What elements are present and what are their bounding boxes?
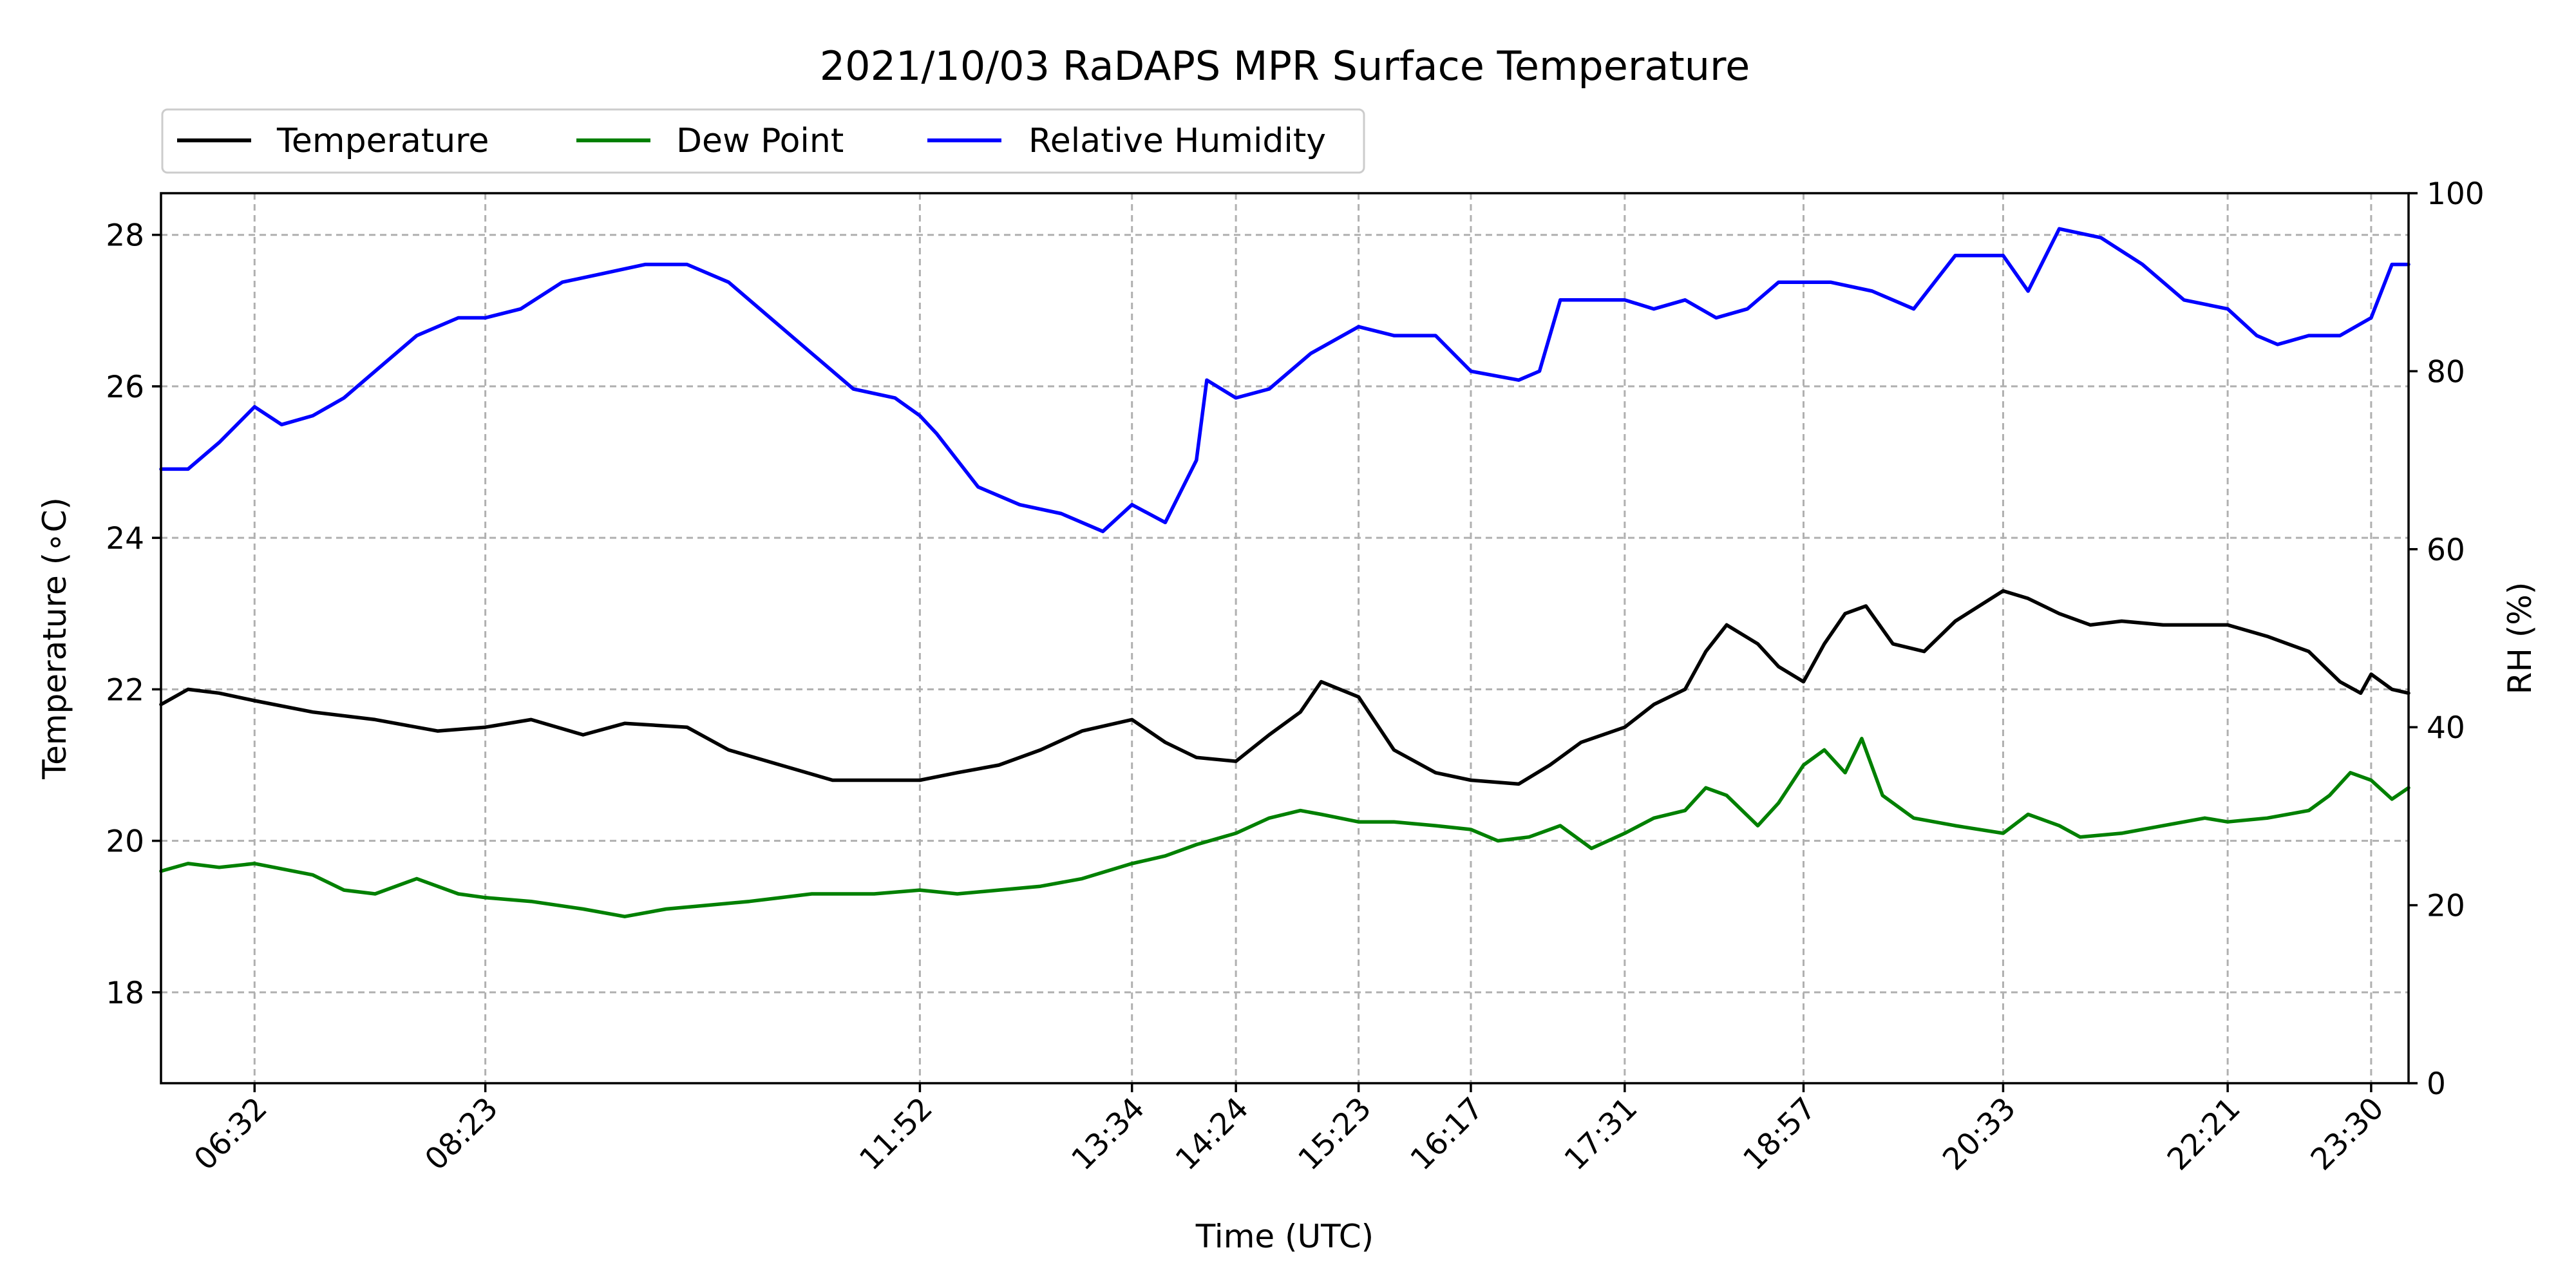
y-tick-label-18: 18 [106, 976, 144, 1011]
series-line-temperature [159, 589, 2410, 786]
legend-label-dew-point: Dew Point [676, 122, 844, 160]
plot-frame [160, 192, 2410, 1084]
y2-tick-label-40: 40 [2427, 710, 2465, 746]
grid-layer [161, 193, 2409, 1083]
y-tick-label-26: 26 [106, 370, 144, 405]
y2-axis-label: RH (%) [2501, 582, 2539, 695]
legend-label-relative-humidity: Relative Humidity [1028, 122, 1326, 160]
y-tick-label-22: 22 [106, 672, 144, 708]
y-tick-label-24: 24 [106, 521, 144, 556]
y-axis-label: Temperature (∘C) [36, 497, 73, 780]
chart-title: 2021/10/03 RaDAPS MPR Surface Temperatur… [820, 43, 1750, 90]
series-line-dew-point [159, 737, 2410, 918]
series-layer [159, 227, 2410, 918]
y2-tick-label-80: 80 [2427, 354, 2465, 390]
legend-label-temperature: Temperature [276, 122, 489, 160]
series-line-relative-humidity [159, 227, 2410, 533]
y2-tick-label-20: 20 [2427, 889, 2465, 924]
y2-tick-label-60: 60 [2427, 533, 2465, 568]
y2-tick-label-100: 100 [2427, 176, 2485, 212]
y-tick-label-28: 28 [106, 218, 144, 254]
legend: Temperature Dew Point Relative Humidity [161, 108, 1365, 174]
legend-box [161, 108, 1365, 174]
y-tick-label-20: 20 [106, 824, 144, 860]
y2-tick-label-0: 0 [2427, 1066, 2446, 1102]
x-axis-label: Time (UTC) [1195, 1218, 1374, 1255]
